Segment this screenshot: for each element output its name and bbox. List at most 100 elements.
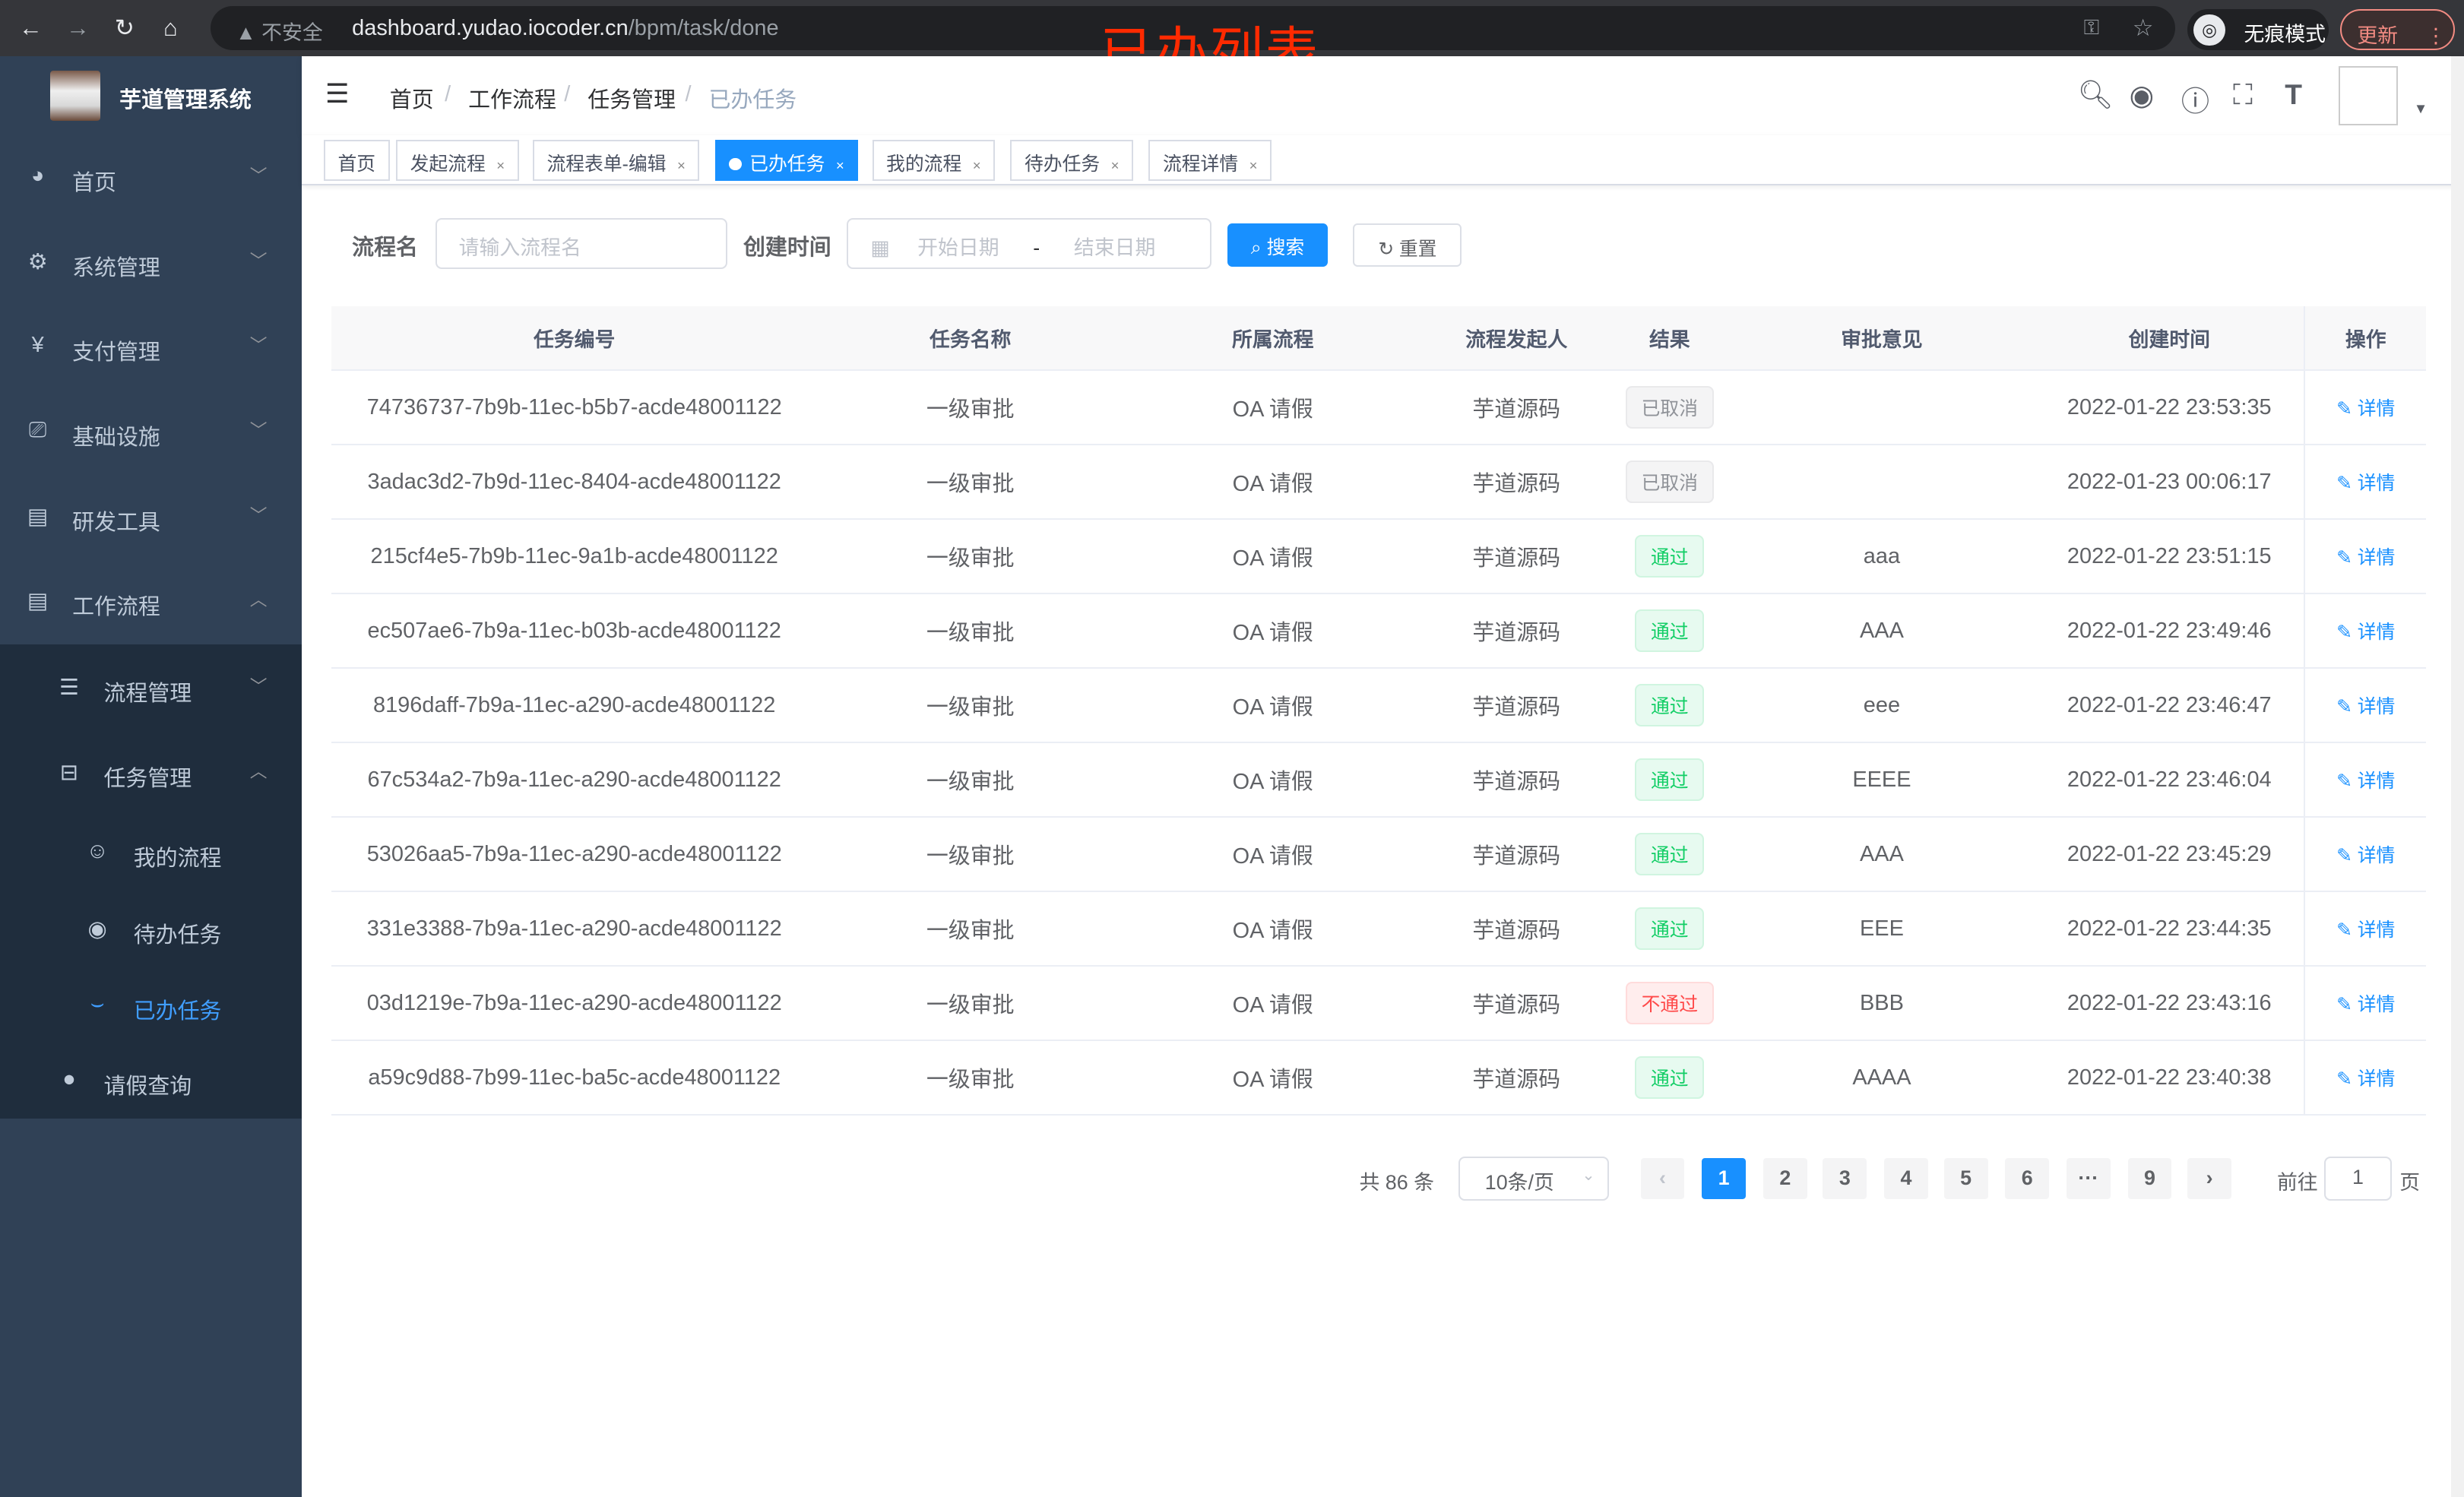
cell-id: 8196daff-7b9a-11ec-a290-acde48001122 <box>373 692 776 717</box>
detail-button[interactable]: ✎ 详情 <box>2336 766 2395 793</box>
fullscreen-icon[interactable]: ⛶ <box>2233 78 2253 111</box>
sidebar-item-1[interactable]: ⚙ 系统管理 ﹀ <box>0 220 302 305</box>
help-icon[interactable]: ⓘ <box>2181 85 2210 118</box>
avatar[interactable] <box>2338 65 2399 126</box>
status-badge: 通过 <box>1635 683 1705 727</box>
logo <box>50 71 101 122</box>
cell-starter: 芋道源码 <box>1472 919 1561 944</box>
close-icon[interactable]: × <box>835 157 844 174</box>
close-icon[interactable]: × <box>972 157 981 174</box>
detail-button[interactable]: ✎ 详情 <box>2336 840 2395 868</box>
key-icon[interactable]: ⚿ <box>2083 15 2100 39</box>
sidebar-item-0[interactable]: ◕ 首页 ﹀ <box>0 135 302 220</box>
caret-down-icon[interactable]: ▼ <box>2413 100 2428 117</box>
reset-button[interactable]: ↻ 重置 <box>1353 223 1462 267</box>
page-button[interactable]: 5 <box>1943 1157 1988 1199</box>
detail-button[interactable]: ✎ 详情 <box>2336 543 2395 570</box>
sidebar-item-4[interactable]: ▤ 研发工具 ﹀ <box>0 474 302 559</box>
prev-page-button[interactable]: ‹ <box>1640 1157 1685 1199</box>
page-button[interactable]: 9 <box>2127 1157 2172 1199</box>
sidebar-item-9[interactable]: ◉ 待办任务 <box>0 888 302 973</box>
forward-icon[interactable]: → <box>65 14 90 41</box>
cell-comment: BBB <box>1859 990 1904 1015</box>
edit-icon: ✎ <box>2336 771 2358 793</box>
cell-process: OA 请假 <box>1232 919 1313 944</box>
close-icon[interactable]: × <box>676 157 686 174</box>
sidebar-item-6[interactable]: ☰ 流程管理 ﹀ <box>0 646 302 731</box>
font-size-icon[interactable]: T <box>2285 78 2303 111</box>
sidebar-item-3[interactable]: ⎚ 基础设施 ﹀ <box>0 390 302 475</box>
breadcrumb-item[interactable]: 任务管理 <box>587 87 676 112</box>
chevron-down-icon: ﹀ <box>249 250 268 271</box>
tag-0[interactable]: 首页 <box>323 140 390 181</box>
back-icon[interactable]: ← <box>18 14 43 41</box>
next-page-button[interactable]: › <box>2187 1157 2231 1199</box>
edit-icon: ✎ <box>2336 1069 2358 1090</box>
search-icon[interactable]: 🔍︎ <box>2077 78 2114 111</box>
status-badge: 通过 <box>1635 758 1705 802</box>
tag-2[interactable]: 流程表单-编辑 × <box>532 140 700 181</box>
breadcrumb-separator: / <box>685 81 692 106</box>
search-button[interactable]: ⌕ 搜索 <box>1227 223 1329 267</box>
insecure-label: 不安全 <box>261 21 323 44</box>
sidebar-item-2[interactable]: ¥ 支付管理 ﹀ <box>0 305 302 390</box>
sidebar-item-5[interactable]: ▤ 工作流程 ︿ <box>0 559 302 644</box>
address-bar[interactable] <box>211 6 2175 51</box>
status-badge: 通过 <box>1635 609 1705 653</box>
cell-starter: 芋道源码 <box>1472 546 1561 571</box>
column-header: 任务编号 <box>533 328 616 352</box>
detail-button[interactable]: ✎ 详情 <box>2336 692 2395 719</box>
page-button[interactable]: 6 <box>2005 1157 2050 1199</box>
cell-process: OA 请假 <box>1232 472 1313 497</box>
tag-6[interactable]: 流程详情 × <box>1148 140 1272 181</box>
sidebar-item-label: 请假查询 <box>103 1074 192 1099</box>
cell-time: 2022-01-22 23:45:29 <box>2067 841 2272 866</box>
tag-3[interactable]: 已办任务 × <box>714 140 859 181</box>
goto-page-input[interactable]: 1 <box>2323 1156 2392 1201</box>
tag-4[interactable]: 我的流程 × <box>872 140 996 181</box>
breadcrumb-item[interactable]: 工作流程 <box>468 87 556 112</box>
breadcrumb-item[interactable]: 首页 <box>389 87 434 112</box>
update-button[interactable]: 更新 ⋮ <box>2339 9 2455 51</box>
status-badge: 通过 <box>1635 832 1705 876</box>
close-icon[interactable]: × <box>1249 157 1258 174</box>
page-button[interactable]: 4 <box>1884 1157 1928 1199</box>
github-icon[interactable]: ◉ <box>2129 79 2155 112</box>
hamburger-icon[interactable]: ☰ <box>325 79 350 109</box>
cell-id: 215cf4e5-7b9b-11ec-9a1b-acde48001122 <box>370 543 778 568</box>
date-range-picker[interactable]: ▦ 开始日期 - 结束日期 <box>847 218 1212 269</box>
home-icon[interactable]: ⌂ <box>163 14 178 41</box>
sidebar-item-7[interactable]: ⊟ 任务管理 ︿ <box>0 730 302 815</box>
edit-icon: ✎ <box>2336 846 2358 867</box>
tag-1[interactable]: 发起流程 × <box>396 140 519 181</box>
sidebar-item-label: 已办任务 <box>133 999 222 1024</box>
update-label: 更新 <box>2357 24 2399 47</box>
page-button[interactable]: 2 <box>1762 1157 1807 1199</box>
sidebar-item-8[interactable]: ☺ 我的流程 <box>0 811 302 896</box>
page-button[interactable]: 1 <box>1702 1157 1747 1199</box>
sidebar-item-label: 流程管理 <box>103 682 192 707</box>
star-icon[interactable]: ☆ <box>2132 14 2154 41</box>
detail-button[interactable]: ✎ 详情 <box>2336 1064 2395 1091</box>
process-name-input[interactable]: 请输入流程名 <box>435 218 728 269</box>
detail-button[interactable]: ✎ 详情 <box>2336 915 2395 942</box>
page-button[interactable]: 3 <box>1823 1157 1867 1199</box>
process-name-placeholder: 请输入流程名 <box>458 236 581 259</box>
page-size-select[interactable]: 10条/页 ⌄ <box>1458 1156 1610 1201</box>
sidebar-item-10[interactable]: ⌣ 已办任务 <box>0 963 302 1048</box>
status-badge: 已取消 <box>1626 460 1714 504</box>
url-text[interactable]: dashboard.yudao.iocoder.cn/bpm/task/done <box>352 16 778 41</box>
detail-button[interactable]: ✎ 详情 <box>2336 394 2395 421</box>
detail-button[interactable]: ✎ 详情 <box>2336 989 2395 1017</box>
insecure-indicator[interactable]: ▲ 不安全 <box>236 21 323 44</box>
close-icon[interactable]: × <box>1110 157 1120 174</box>
incognito-badge[interactable]: ◎ 无痕模式 <box>2187 9 2329 51</box>
reload-icon[interactable]: ↻ <box>114 14 135 41</box>
detail-button[interactable]: ✎ 详情 <box>2336 617 2395 644</box>
tag-5[interactable]: 待办任务 × <box>1010 140 1134 181</box>
sidebar-item-11[interactable]: ● 请假查询 <box>0 1039 302 1124</box>
scrollbar[interactable] <box>2451 56 2464 1497</box>
detail-button[interactable]: ✎ 详情 <box>2336 468 2395 495</box>
close-icon[interactable]: × <box>496 157 505 174</box>
page-button[interactable]: ··· <box>2066 1157 2111 1199</box>
